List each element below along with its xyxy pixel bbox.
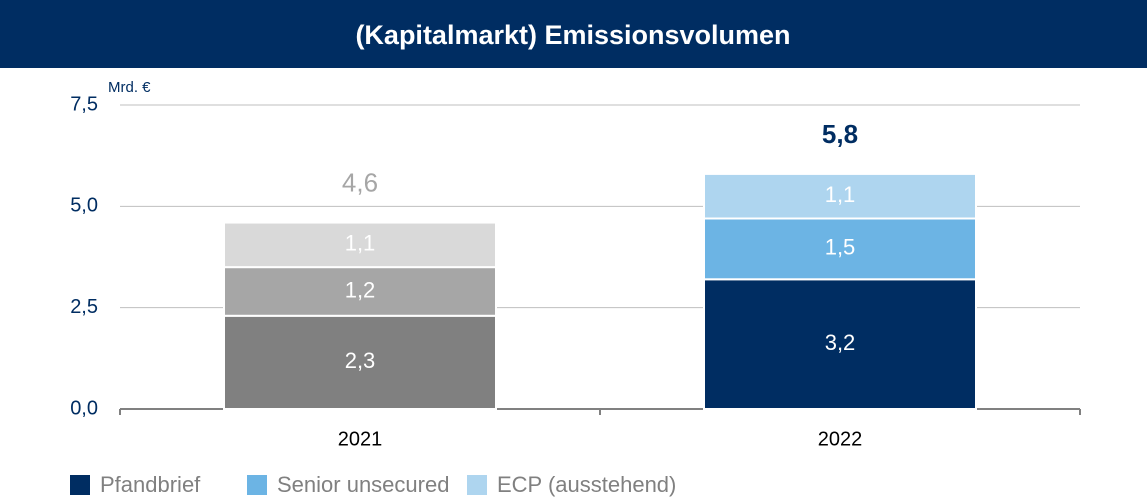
unit-label: Mrd. €	[108, 79, 151, 96]
bar-segment	[703, 217, 977, 281]
legend-swatch	[467, 475, 487, 495]
value-label: 1,1	[345, 231, 376, 256]
y-tick-label: 0,0	[70, 397, 98, 419]
total-label: 5,8	[822, 119, 858, 149]
bar-segment	[703, 172, 977, 220]
value-label: 3,2	[825, 330, 856, 355]
x-tick-label: 2022	[818, 428, 863, 450]
value-label: 1,5	[825, 235, 856, 260]
legend-label: Pfandbrief	[100, 472, 201, 497]
legend-swatch	[70, 475, 90, 495]
total-label: 4,6	[342, 167, 378, 197]
y-tick-label: 7,5	[70, 93, 98, 115]
title-bar	[0, 0, 1147, 68]
value-label: 2,3	[345, 348, 376, 373]
y-tick-label: 5,0	[70, 195, 98, 217]
value-label: 1,2	[345, 277, 376, 302]
value-label: 1,1	[825, 182, 856, 207]
legend-label: ECP (ausstehend)	[497, 472, 676, 497]
y-tick-label: 2,5	[70, 296, 98, 318]
bar-segment	[223, 221, 497, 269]
legend-label: Senior unsecured	[277, 472, 449, 497]
bar-segment	[703, 278, 977, 410]
chart-title: (Kapitalmarkt) Emissionsvolumen	[355, 20, 790, 50]
legend-swatch	[247, 475, 267, 495]
x-tick-label: 2021	[338, 428, 383, 450]
